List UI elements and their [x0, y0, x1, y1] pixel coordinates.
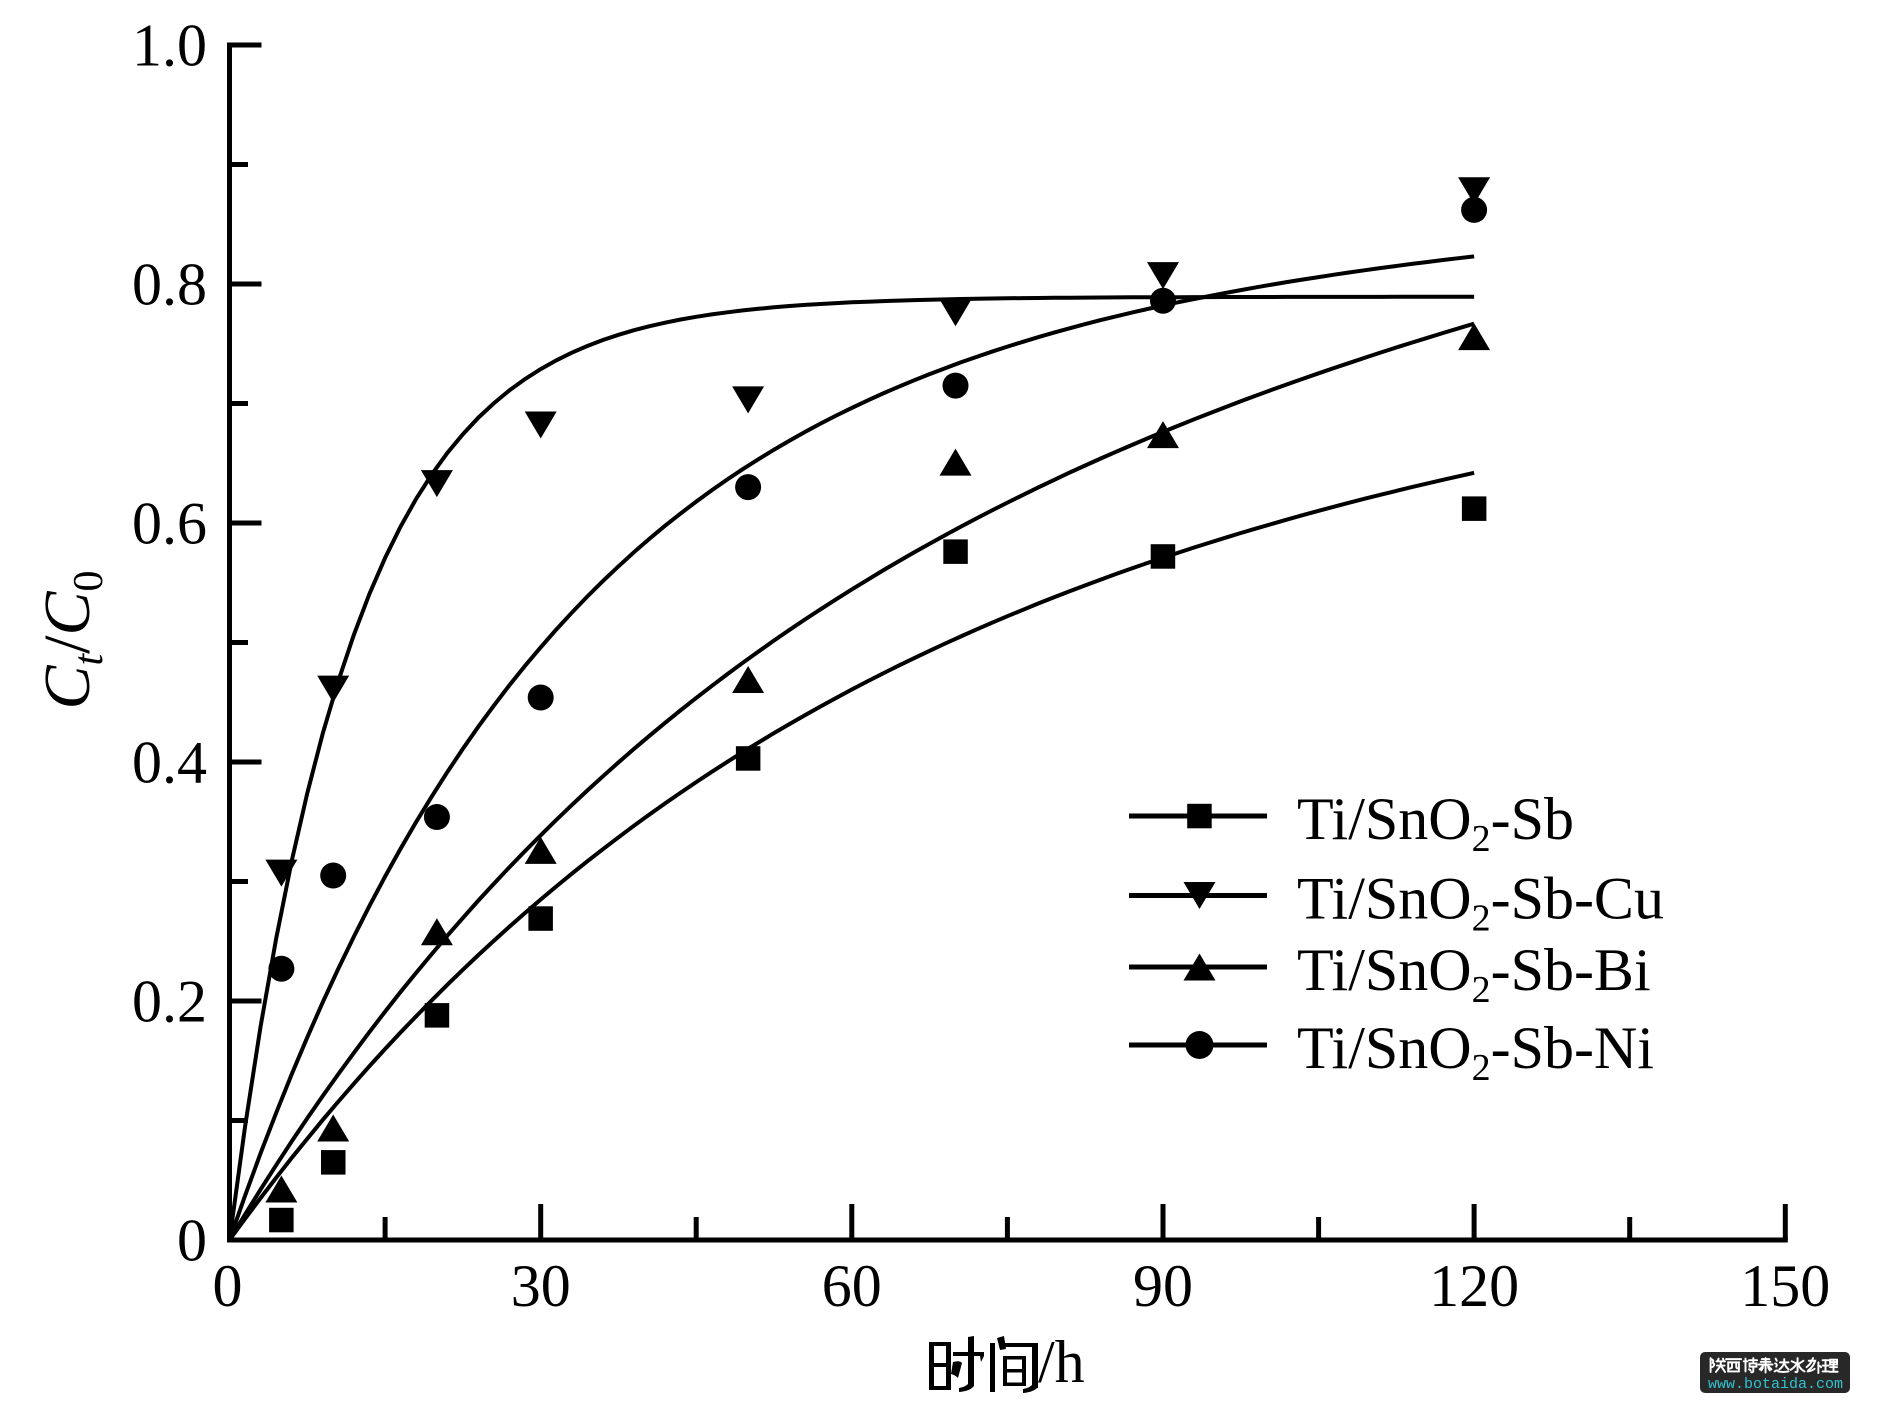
svg-text:120: 120 — [1429, 1253, 1519, 1319]
svg-text:0.2: 0.2 — [132, 969, 207, 1035]
svg-text:www.botaida.com: www.botaida.com — [1708, 1376, 1843, 1393]
svg-text:1.0: 1.0 — [132, 13, 207, 79]
svg-text:90: 90 — [1133, 1253, 1193, 1319]
svg-text:0: 0 — [177, 1208, 207, 1274]
svg-text:Ti/SnO2-Sb-Cu: Ti/SnO2-Sb-Cu — [1297, 866, 1664, 940]
svg-text:0.4: 0.4 — [132, 730, 207, 796]
svg-text:0: 0 — [213, 1253, 243, 1319]
svg-text:/h: /h — [1038, 1329, 1085, 1395]
svg-text:Ti/SnO2-Sb: Ti/SnO2-Sb — [1297, 786, 1574, 860]
svg-text:60: 60 — [822, 1253, 882, 1319]
svg-text:30: 30 — [511, 1253, 571, 1319]
svg-text:150: 150 — [1740, 1253, 1830, 1319]
svg-text:Ct/C0: Ct/C0 — [31, 570, 112, 709]
svg-text:0.6: 0.6 — [132, 491, 207, 557]
svg-text:0.8: 0.8 — [132, 252, 207, 318]
svg-text:Ti/SnO2-Sb-Bi: Ti/SnO2-Sb-Bi — [1297, 937, 1651, 1011]
